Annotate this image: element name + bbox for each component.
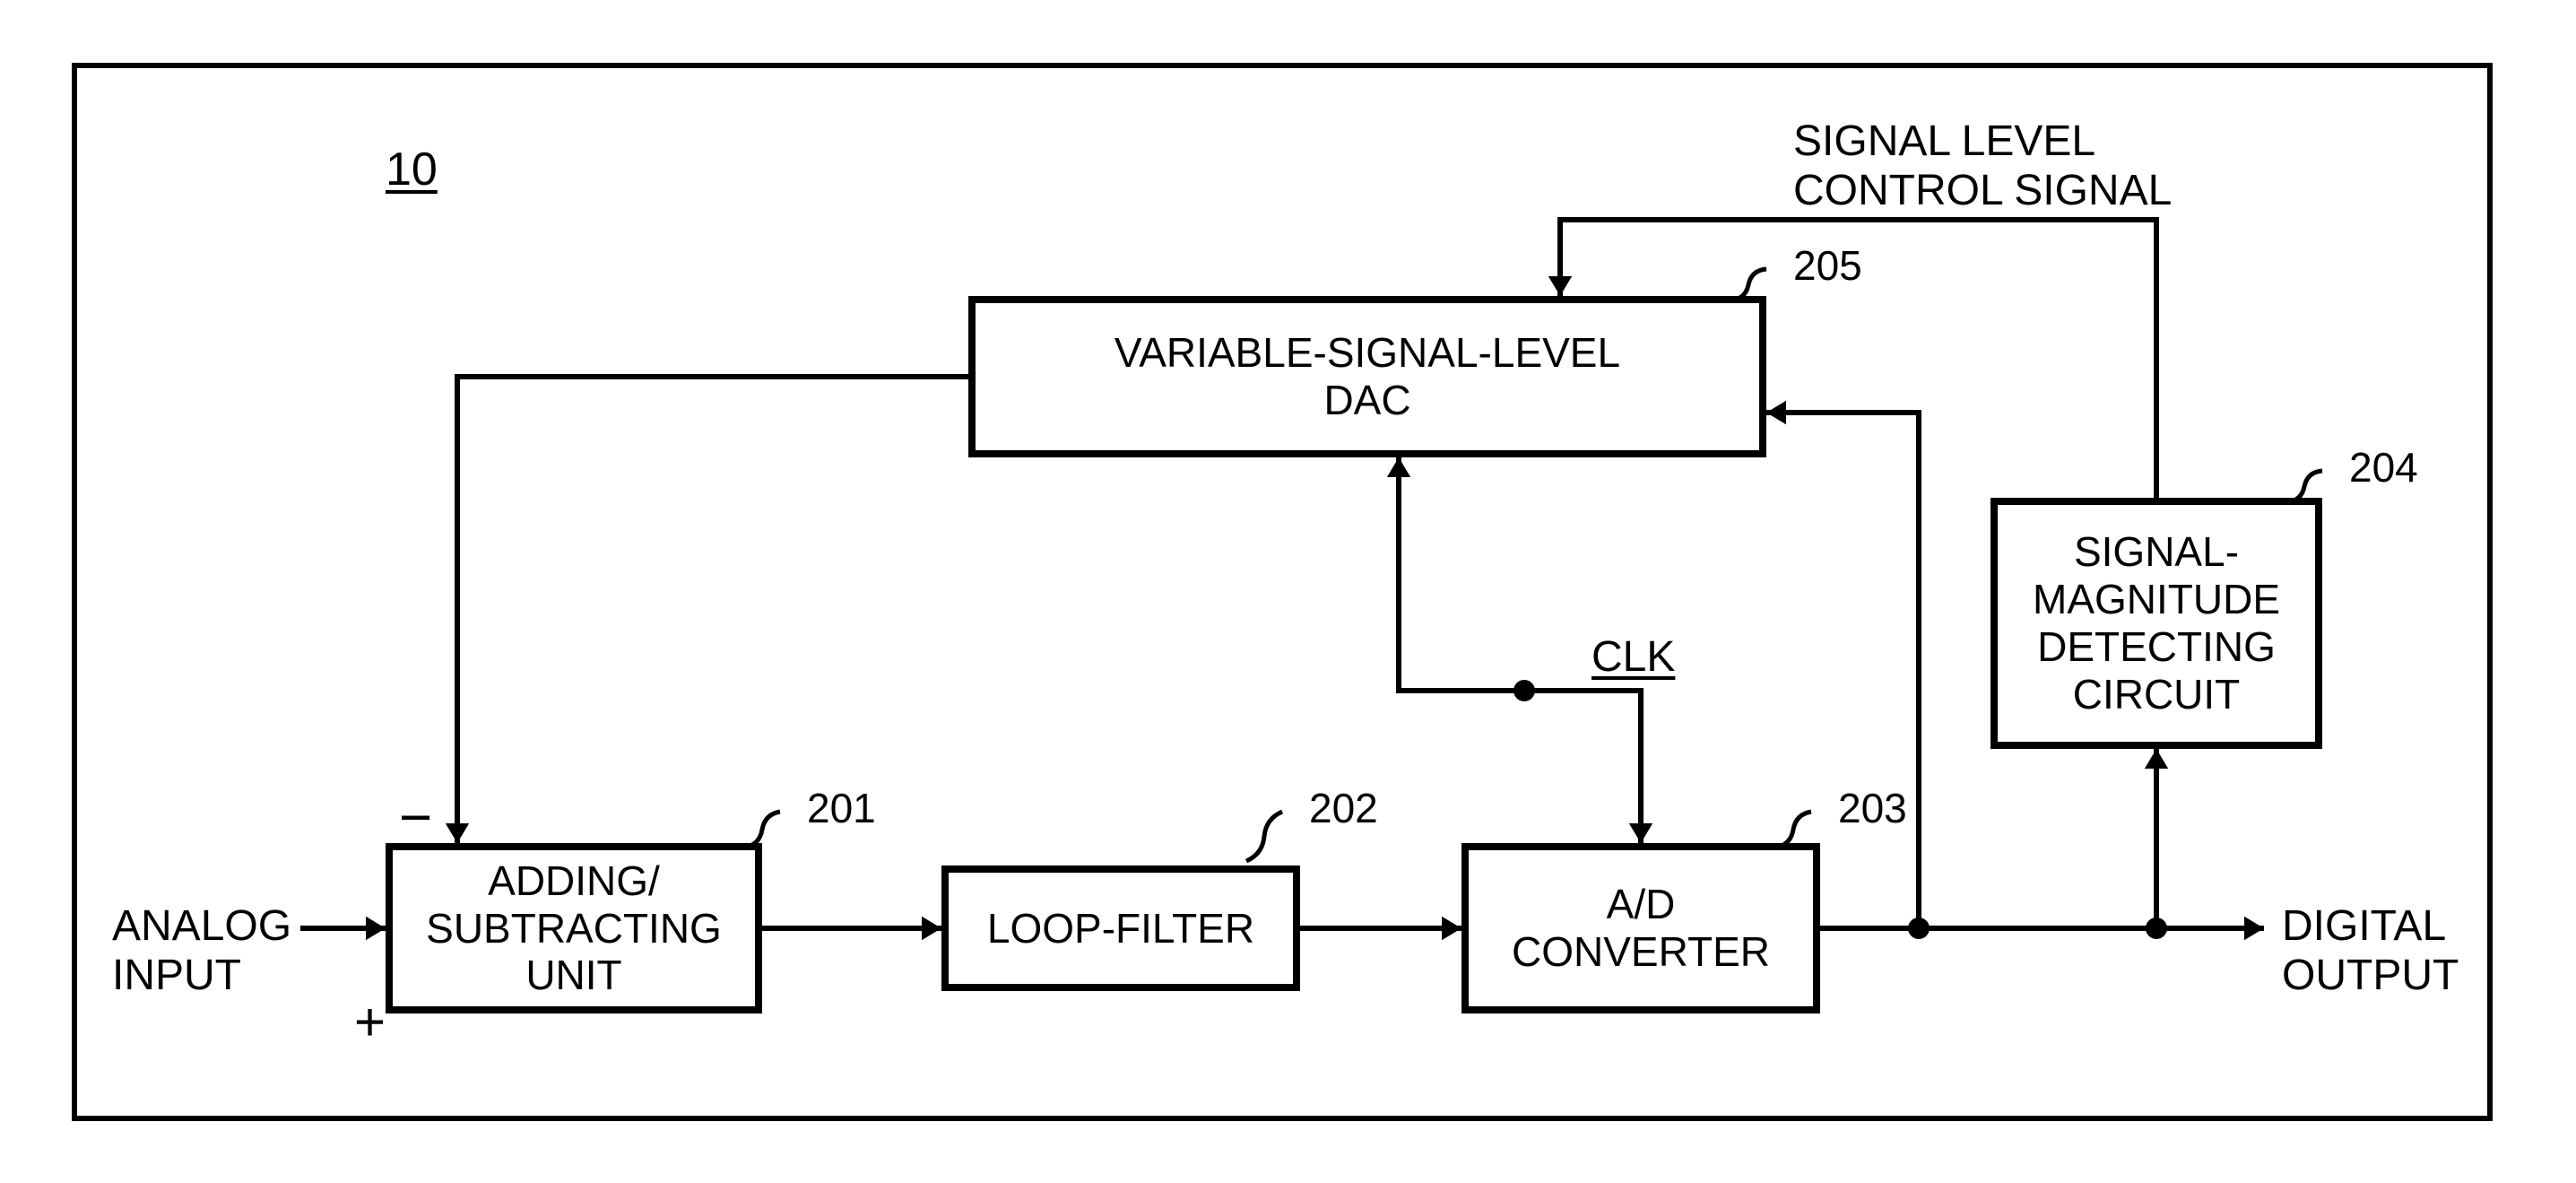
block-label: LOOP-FILTER: [987, 905, 1254, 952]
label-digital-output: DIGITAL OUTPUT: [2282, 901, 2459, 1000]
block-label: SIGNAL- MAGNITUDE DETECTING CIRCUIT: [2033, 528, 2280, 718]
block-signal-magnitude-detecting-circuit: SIGNAL- MAGNITUDE DETECTING CIRCUIT: [1991, 498, 2322, 749]
ref-203: 203: [1838, 785, 1907, 832]
label-signal-level-control-signal: SIGNAL LEVEL CONTROL SIGNAL: [1793, 117, 2172, 215]
ref-201: 201: [807, 785, 876, 832]
ref-205: 205: [1793, 242, 1862, 290]
label-plus: +: [354, 991, 386, 1053]
ref-204: 204: [2349, 444, 2418, 491]
diagram-canvas: 10 ADDING/ SUBTRACTING UNIT LOOP-FILTER …: [0, 0, 2576, 1183]
block-label: ADDING/ SUBTRACTING UNIT: [426, 857, 722, 1000]
label-clk: CLK: [1592, 632, 1675, 682]
ref-202: 202: [1309, 785, 1378, 832]
label-analog-input: ANALOG INPUT: [112, 901, 291, 1000]
block-variable-signal-level-dac: VARIABLE-SIGNAL-LEVEL DAC: [968, 296, 1766, 457]
label-minus: −: [399, 785, 432, 851]
block-adding-subtracting-unit: ADDING/ SUBTRACTING UNIT: [386, 843, 762, 1013]
block-label: VARIABLE-SIGNAL-LEVEL DAC: [1115, 329, 1620, 424]
block-ad-converter: A/D CONVERTER: [1461, 843, 1820, 1013]
block-loop-filter: LOOP-FILTER: [941, 866, 1300, 991]
block-label: A/D CONVERTER: [1512, 881, 1770, 976]
figure-ref-label: 10: [386, 144, 438, 197]
